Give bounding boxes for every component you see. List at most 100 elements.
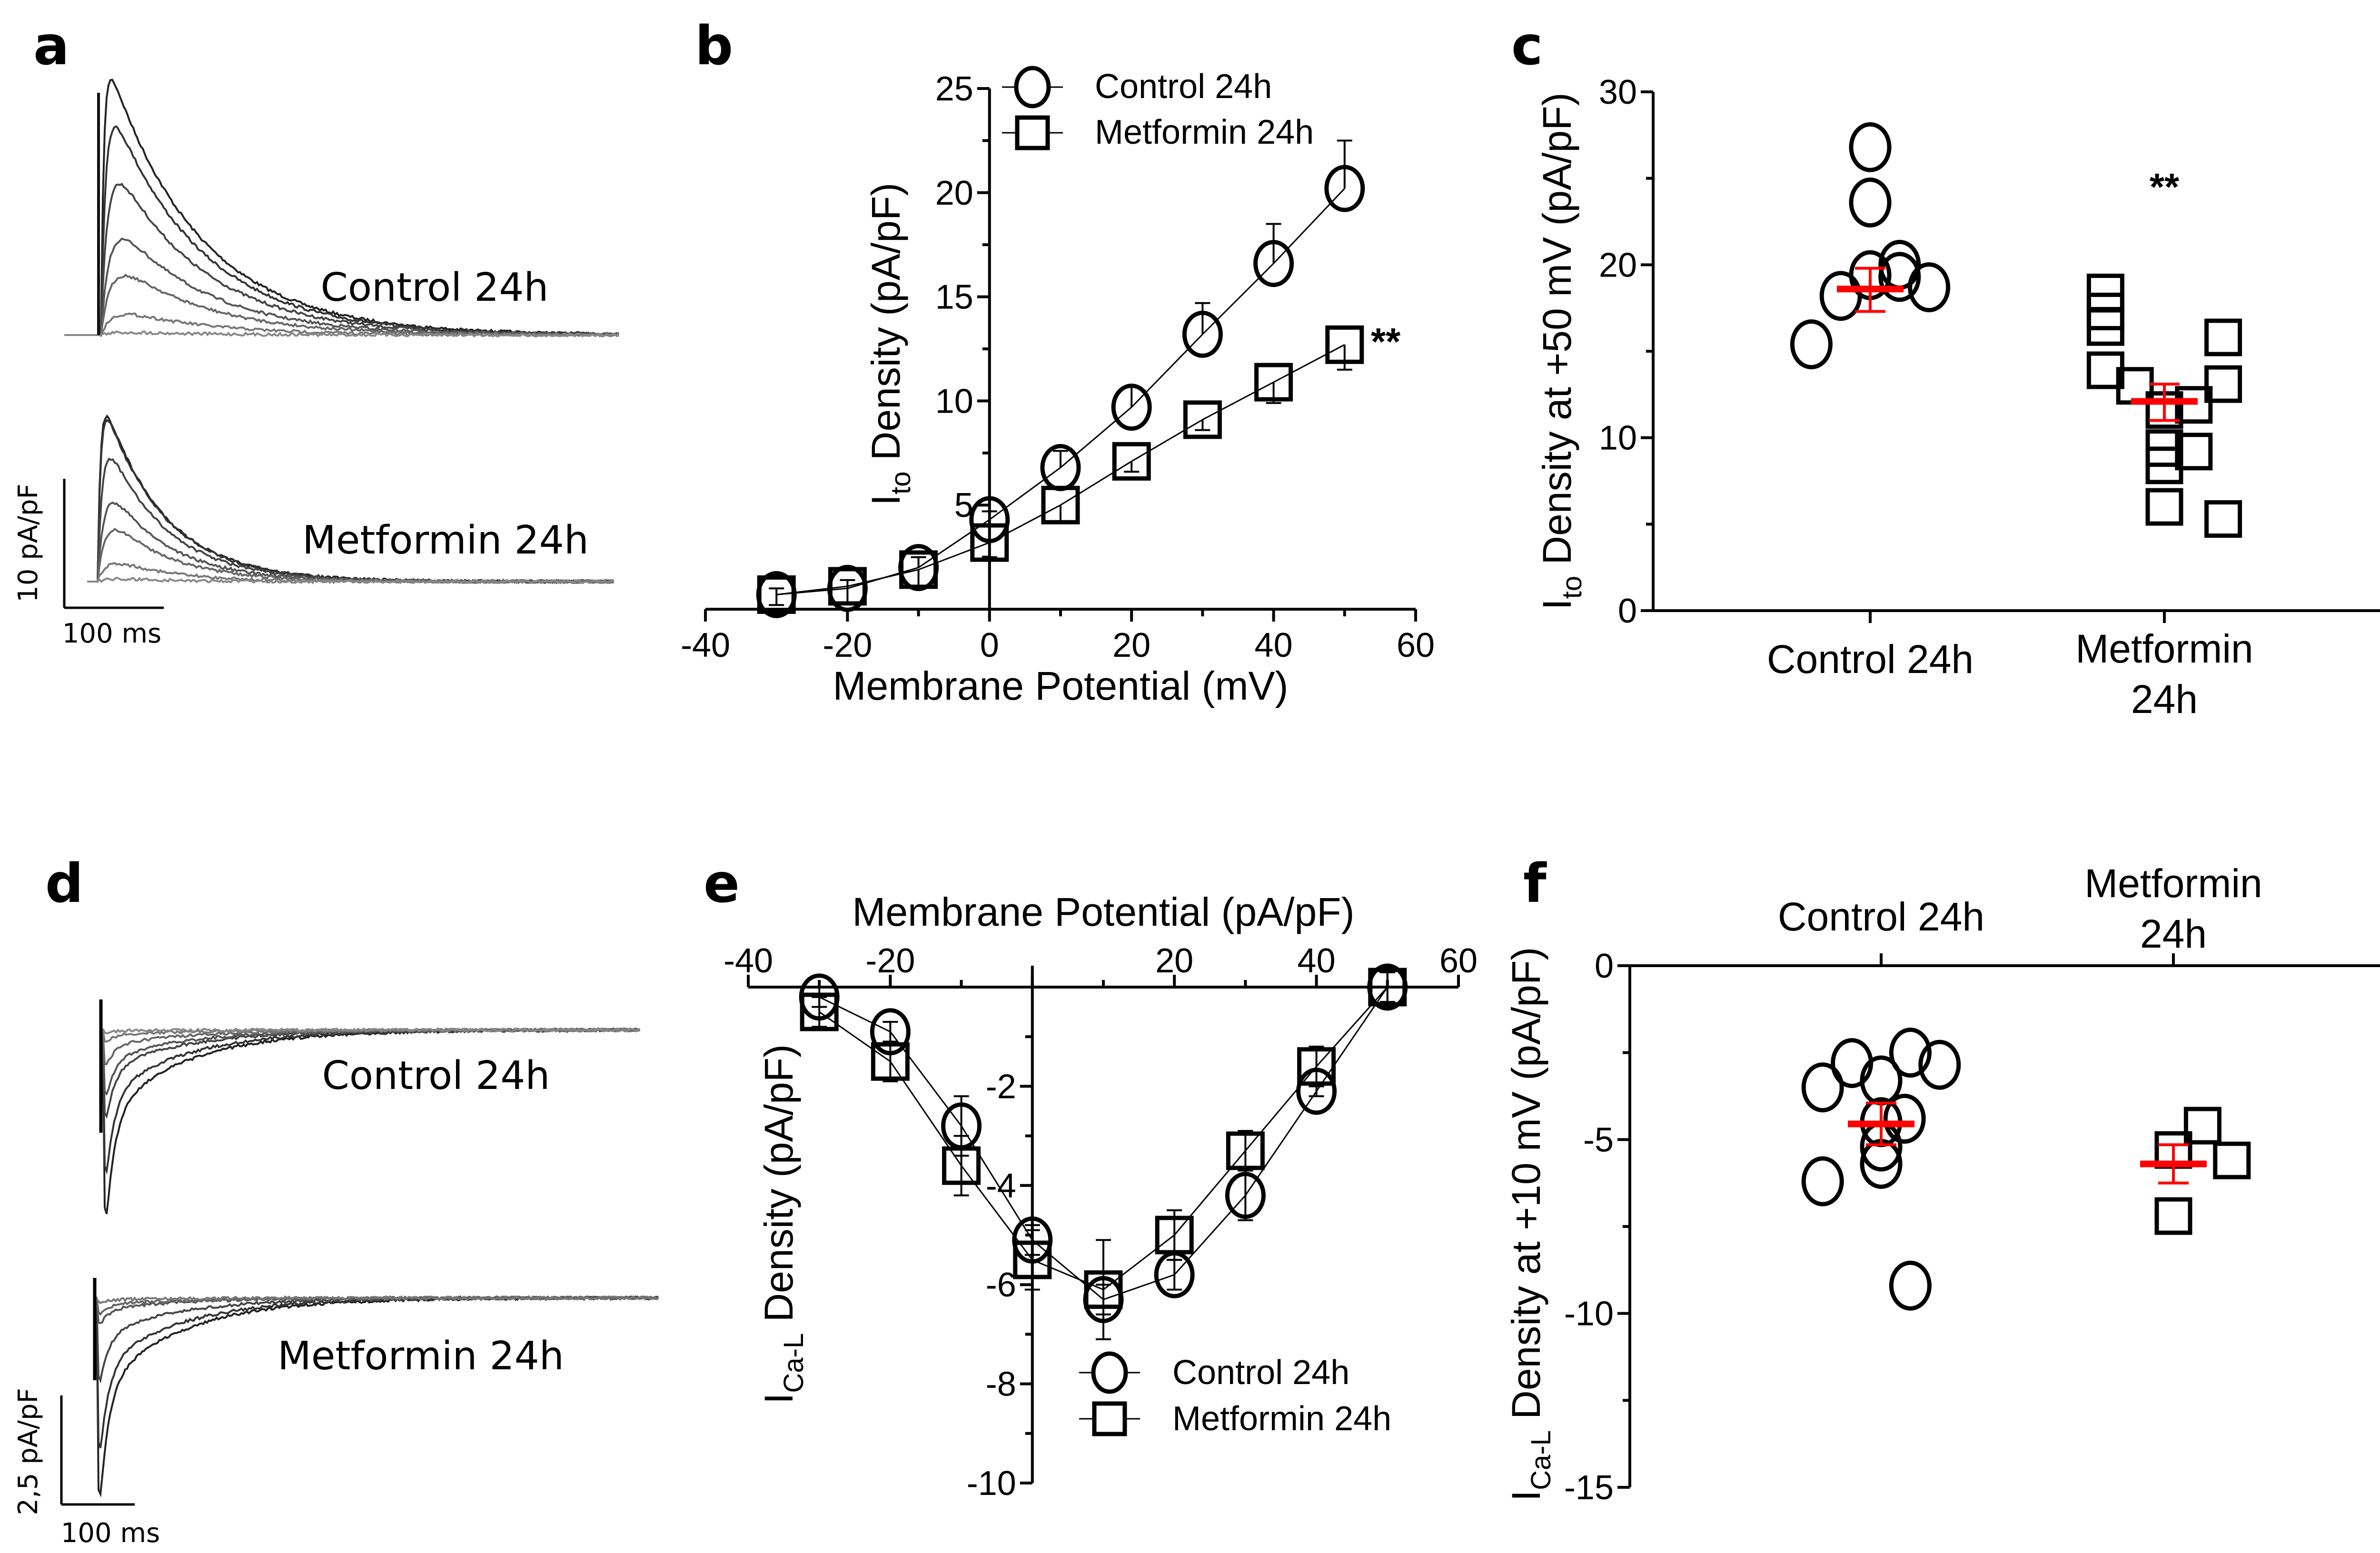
y-tick-label: -10: [967, 1464, 1016, 1503]
data-point-square: [800, 992, 839, 1031]
y-tick-label: 20: [1599, 246, 1637, 284]
current-trace: [87, 576, 614, 584]
panel-d-traces: [60, 999, 659, 1506]
trace-label-control: Control 24h: [322, 1053, 550, 1098]
data-point-square: [1254, 363, 1293, 402]
legend-marker-circle: [1014, 66, 1051, 109]
y-title-main: I: [863, 495, 908, 505]
panel-letter-e: e: [704, 853, 740, 915]
y-title-main: I: [1535, 599, 1579, 610]
scale-bar-y-label: 10 pA/pF: [13, 484, 44, 603]
data-point-circle: [1889, 1260, 1932, 1311]
panel-c-chart: 0 10 20 30 Control 24h Metformin 24h: [1599, 73, 2380, 722]
data-point-square: [1041, 485, 1080, 524]
current-trace: [95, 1295, 659, 1305]
series-line-1: [776, 344, 1345, 595]
y-tick-label: -15: [1564, 1469, 1614, 1507]
f-y-axis-title: ICa-L Density at +10 mV (pA/pF): [1504, 947, 1557, 1501]
data-point-circle: [1849, 122, 1892, 172]
scale-bar-x-label: 100 ms: [62, 618, 161, 649]
data-point-circle: [1253, 240, 1294, 287]
current-trace: [101, 1027, 641, 1035]
y-tick-label: 10: [1599, 419, 1637, 457]
current-trace: [64, 330, 620, 338]
data-point-circle: [1908, 262, 1951, 313]
data-point-circle: [1324, 165, 1365, 212]
y-title-main: I: [756, 1393, 801, 1404]
data-point-square: [2145, 488, 2183, 526]
y-tick-label: 20: [935, 174, 973, 212]
data-point-square: [871, 1042, 910, 1081]
y-title-rest: Density at +10 mV (pA/pF): [1504, 947, 1548, 1430]
data-point-square: [757, 575, 796, 614]
e-y-axis-title: ICa-L Density (pA/pF): [756, 1044, 809, 1404]
current-trace: [101, 1027, 640, 1175]
data-point-circle: [1918, 1039, 1961, 1090]
data-point-circle: [1849, 178, 1892, 228]
b-legend-control: Control 24h: [1095, 68, 1272, 106]
data-point-square: [2183, 1107, 2221, 1145]
trace-label-metformin: Metformin 24h: [278, 1334, 564, 1379]
y-title-sub: to: [885, 472, 916, 495]
data-point-square: [2154, 1197, 2192, 1235]
data-point-square: [970, 523, 1009, 562]
category-label: 24h: [2140, 911, 2207, 956]
data-point-circle: [1182, 310, 1223, 358]
x-tick-label: -40: [724, 942, 773, 980]
x-tick-label: 40: [1255, 626, 1293, 664]
current-trace: [64, 182, 619, 337]
scale-bar-x-label: 100 ms: [61, 1518, 160, 1549]
y-title-sub: to: [1557, 576, 1587, 599]
b-y-axis-title: Ito Density (pA/pF): [863, 183, 916, 506]
e-x-axis-title: Membrane Potential (pA/pF): [852, 890, 1354, 934]
panel-letter-d: d: [45, 853, 83, 915]
data-point-circle: [1878, 252, 1921, 302]
y-tick-label: -10: [1564, 1295, 1614, 1333]
category-label: Metformin: [2075, 626, 2253, 671]
data-point-square: [2086, 308, 2124, 346]
scale-bar-y-label: 2,5 pA/pF: [13, 1388, 44, 1515]
y-tick-label: 0: [1618, 592, 1637, 630]
data-point-square: [2175, 386, 2213, 424]
y-tick-label: -8: [986, 1365, 1016, 1404]
data-point-circle: [969, 496, 1010, 544]
data-point-circle: [1801, 1062, 1844, 1113]
y-tick-label: 15: [935, 278, 973, 317]
x-tick-label: 20: [1112, 626, 1150, 664]
c-y-axis-title: Ito Density at +50 mV (pA/pF): [1535, 92, 1587, 610]
x-tick-label: 60: [1439, 942, 1478, 980]
data-point-square: [899, 550, 938, 589]
x-tick-label: -20: [865, 942, 915, 980]
data-point-circle: [1883, 1093, 1926, 1144]
data-point-square: [1013, 1240, 1052, 1279]
y-tick-label: 0: [1595, 947, 1614, 985]
y-title-sub: Ca-L: [1526, 1430, 1557, 1490]
panel-letter-b: b: [695, 15, 733, 77]
y-tick-label: -5: [1583, 1121, 1614, 1159]
category-label: Control 24h: [1767, 637, 1973, 682]
y-title-rest: Density (pA/pF): [863, 183, 908, 472]
e-legend-control: Control 24h: [1172, 1354, 1349, 1392]
trace-label-metformin: Metformin 24h: [302, 518, 589, 563]
b-x-axis-title: Membrane Potential (mV): [833, 663, 1288, 708]
panel-a-traces: [63, 79, 620, 609]
data-point-square: [1084, 1270, 1123, 1309]
data-point-circle: [1801, 1156, 1844, 1207]
x-tick-label: 20: [1155, 942, 1193, 980]
y-title-main: I: [1504, 1490, 1548, 1501]
b-significance: **: [1371, 320, 1401, 363]
data-point-square: [2204, 318, 2242, 356]
c-significance: **: [2150, 166, 2180, 208]
data-point-square: [1325, 325, 1364, 364]
panel-letter-f: f: [1523, 853, 1547, 915]
b-legend-metformin: Metformin 24h: [1095, 113, 1314, 151]
y-title-sub: Ca-L: [778, 1333, 809, 1393]
data-point-square: [828, 567, 867, 606]
data-point-square: [1368, 968, 1407, 1007]
data-point-square: [942, 1146, 981, 1185]
data-point-square: [1112, 442, 1151, 481]
legend-marker-circle: [1091, 1351, 1128, 1394]
data-point-square: [1155, 1216, 1194, 1255]
category-label: 24h: [2131, 677, 2198, 722]
